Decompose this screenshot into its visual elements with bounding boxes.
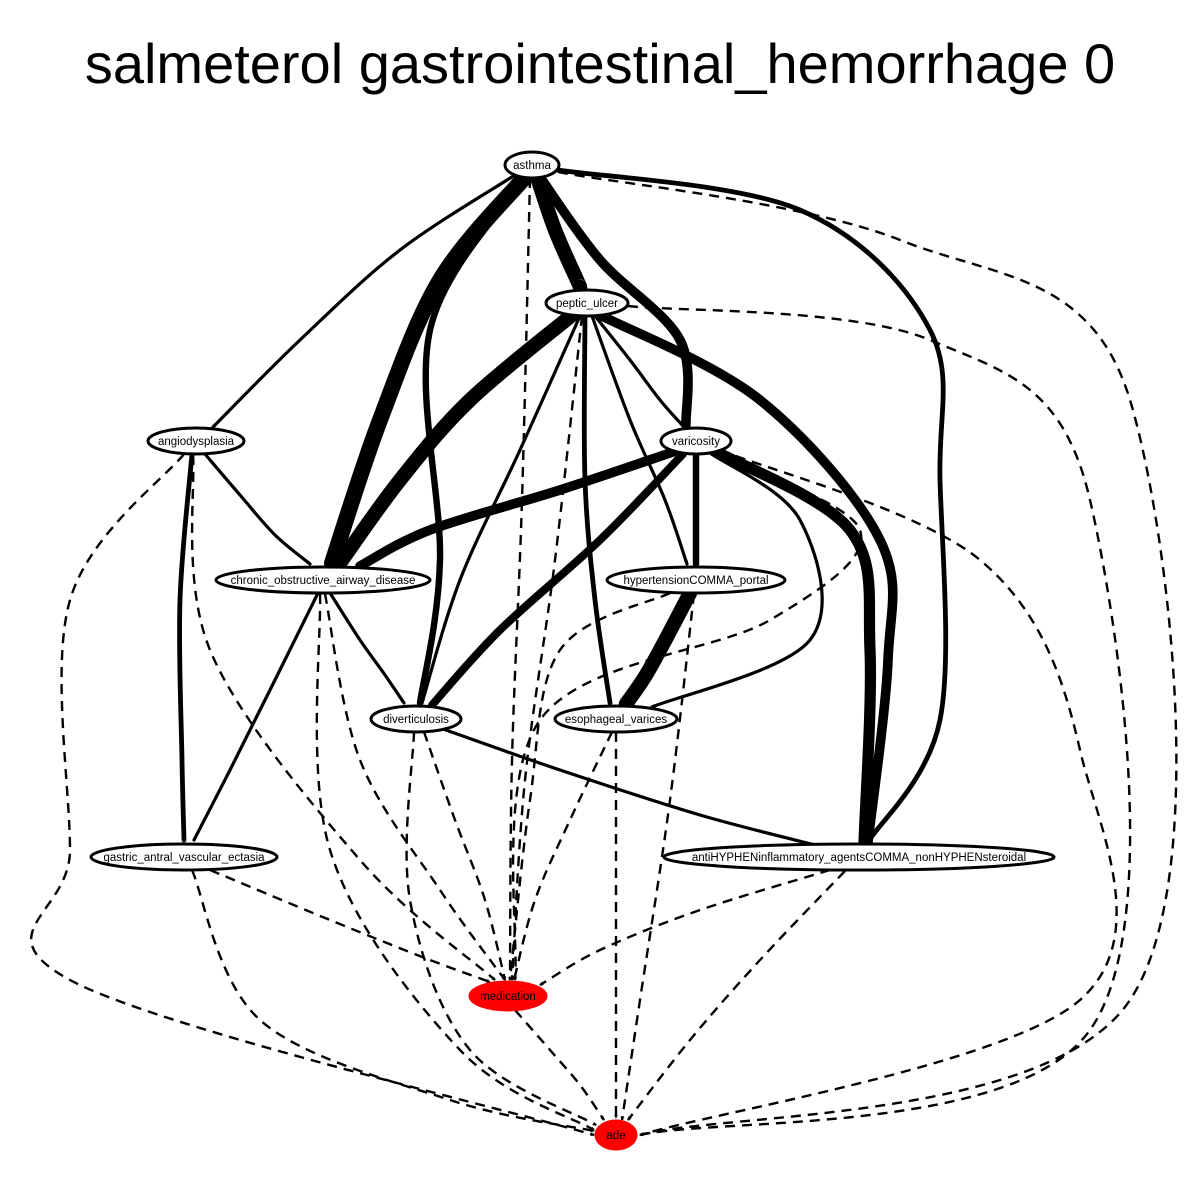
- node-angiodysplasia[interactable]: angiodysplasia: [146, 426, 246, 456]
- node-asthma[interactable]: asthma: [503, 150, 561, 180]
- graph-title: salmeterol gastrointestinal_hemorrhage 0: [85, 32, 1115, 95]
- edge-asthma-to-varicosity: [535, 172, 693, 430]
- edge-hypertensionCOMMA_portal-to-medication: [508, 591, 671, 981]
- edge-angiodysplasia-to-chronic_obstructive_airway_disease: [203, 452, 312, 566]
- node-varicosity[interactable]: varicosity: [659, 426, 733, 456]
- edge-gastric_antral_vascular_ectasia-to-ade: [190, 869, 595, 1133]
- node-diverticulosis[interactable]: diverticulosis: [369, 704, 463, 734]
- edge-esophageal_varices-to-medication: [512, 731, 614, 981]
- node-shape: [544, 288, 630, 318]
- node-shape: [605, 565, 787, 595]
- node-antiHYPHENinflammatory_agentsCOMMA_nonHYPHENsteroidal[interactable]: antiHYPHENinflammatory_agentsCOMMA_nonHY…: [662, 842, 1056, 872]
- edge-medication-to-ade: [514, 1009, 605, 1121]
- node-shape: [594, 1119, 638, 1151]
- edge-chronic_obstructive_airway_disease-to-diverticulosis: [328, 591, 406, 705]
- edge-peptic_ulcer-to-varicosity: [593, 314, 686, 429]
- node-label: asthma: [513, 160, 551, 172]
- edge-varicosity-to-ade: [639, 448, 1118, 1137]
- edge-diverticulosis-to-ade: [405, 731, 597, 1127]
- edge-peptic_ulcer-to-antiHYPHENinflammatory_agentsCOMMA_nonHYPHENsteroidal: [595, 310, 898, 847]
- node-shape: [659, 426, 733, 456]
- node-gastric_antral_vascular_ectasia[interactable]: gastric_antral_vascular_ectasia: [89, 842, 279, 872]
- edge-peptic_ulcer-to-chronic_obstructive_airway_disease: [332, 307, 580, 571]
- node-shape: [214, 565, 432, 595]
- node-peptic_ulcer[interactable]: peptic_ulcer: [544, 288, 630, 318]
- edge-varicosity-to-medication: [511, 450, 863, 981]
- node-ade[interactable]: ade: [594, 1119, 638, 1151]
- node-label: varicosity: [672, 436, 720, 448]
- node-label: medication: [480, 991, 536, 1003]
- edge-peptic_ulcer-to-medication: [510, 315, 584, 981]
- node-label: peptic_ulcer: [556, 298, 618, 310]
- node-label: esophageal_varices: [565, 714, 668, 726]
- node-shape: [89, 842, 279, 872]
- node-label: antiHYPHENinflammatory_agentsCOMMA_nonHY…: [692, 852, 1026, 864]
- node-shape: [503, 150, 561, 180]
- node-esophageal_varices[interactable]: esophageal_varices: [553, 704, 679, 734]
- edge-varicosity-to-chronic_obstructive_airway_disease: [355, 447, 678, 571]
- edges-layer: [30, 167, 1178, 1137]
- edge-peptic_ulcer-to-hypertensionCOMMA_portal: [590, 314, 689, 566]
- edge-diverticulosis-to-antiHYPHENinflammatory_agentsCOMMA_nonHYPHENsteroidal: [441, 727, 817, 847]
- edge-hypertensionCOMMA_portal-to-esophageal_varices: [618, 585, 698, 712]
- node-chronic_obstructive_airway_disease[interactable]: chronic_obstructive_airway_disease: [214, 565, 432, 595]
- edge-hypertensionCOMMA_portal-to-ade: [620, 593, 696, 1121]
- node-shape: [468, 980, 548, 1012]
- edge-diverticulosis-to-medication: [422, 731, 507, 981]
- edge-antiHYPHENinflammatory_agentsCOMMA_nonHYPHENsteroidal-to-medication: [539, 868, 831, 987]
- edge-asthma-to-antiHYPHENinflammatory_agentsCOMMA_nonHYPHENsteroidal: [555, 167, 949, 845]
- edge-varicosity-to-esophageal_varices: [650, 451, 824, 709]
- edge-varicosity-to-antiHYPHENinflammatory_agentsCOMMA_nonHYPHENsteroidal: [711, 446, 877, 848]
- node-shape: [662, 842, 1056, 872]
- edge-varicosity-to-diverticulosis: [428, 450, 687, 709]
- node-label: chronic_obstructive_airway_disease: [231, 575, 416, 587]
- edge-angiodysplasia-to-gastric_antral_vascular_ectasia: [177, 451, 195, 843]
- edge-peptic_ulcer-to-ade: [627, 304, 1132, 1137]
- edge-angiodysplasia-to-ade: [30, 453, 595, 1137]
- node-medication[interactable]: medication: [468, 980, 548, 1012]
- nodes-layer: asthma peptic_ulcer angiodysplasia varicosi…: [89, 150, 1056, 1151]
- edge-chronic_obstructive_airway_disease-to-medication: [323, 593, 506, 981]
- node-shape: [146, 426, 246, 456]
- edge-angiodysplasia-to-medication: [190, 454, 496, 981]
- node-hypertensionCOMMA_portal[interactable]: hypertensionCOMMA_portal: [605, 565, 787, 595]
- node-shape: [369, 704, 463, 734]
- node-label: diverticulosis: [383, 714, 449, 726]
- node-label: ade: [606, 1130, 625, 1142]
- edge-antiHYPHENinflammatory_agentsCOMMA_nonHYPHENsteroidal-to-ade: [627, 870, 846, 1121]
- edge-asthma-to-ade: [557, 170, 1178, 1137]
- node-shape: [553, 704, 679, 734]
- edge-asthma-to-peptic_ulcer: [529, 169, 588, 295]
- node-label: gastric_antral_vascular_ectasia: [103, 852, 265, 864]
- node-label: angiodysplasia: [158, 436, 235, 448]
- edge-asthma-to-angiodysplasia: [211, 173, 517, 429]
- node-label: hypertensionCOMMA_portal: [623, 575, 768, 587]
- edge-asthma-to-chronic_obstructive_airway_disease: [324, 169, 533, 571]
- edge-gastric_antral_vascular_ectasia-to-medication: [209, 868, 491, 984]
- edge-peptic_ulcer-to-esophageal_varices: [581, 313, 613, 706]
- edge-chronic_obstructive_airway_disease-to-gastric_antral_vascular_ectasia: [192, 591, 320, 842]
